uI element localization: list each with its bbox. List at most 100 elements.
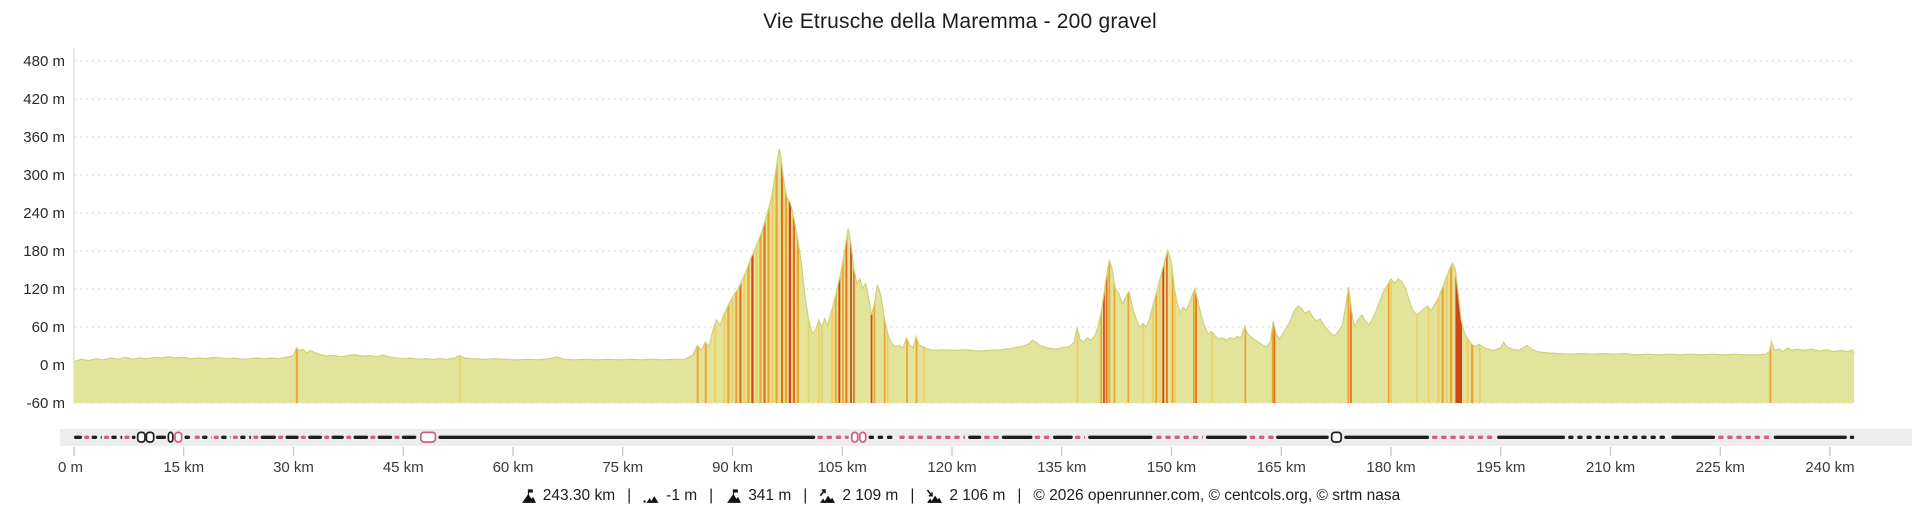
x-axis-label: 225 km bbox=[1696, 459, 1745, 476]
surface-segment bbox=[213, 435, 219, 439]
descent-icon bbox=[927, 489, 943, 503]
gradient-stripe bbox=[915, 149, 918, 403]
gradient-stripe bbox=[731, 149, 734, 403]
gradient-stripe bbox=[1173, 149, 1176, 403]
surface-segment bbox=[968, 435, 982, 439]
surface-segment bbox=[1622, 435, 1629, 439]
gradient-stripe bbox=[1387, 149, 1390, 403]
surface-segment bbox=[817, 435, 823, 439]
x-axis-label: 0 m bbox=[58, 459, 83, 476]
surface-segment bbox=[1736, 435, 1742, 439]
surface-segment bbox=[1084, 435, 1086, 439]
x-axis-label: 180 km bbox=[1366, 459, 1415, 476]
gradient-stripe bbox=[1158, 149, 1161, 403]
gradient-stripe bbox=[755, 149, 758, 403]
x-axis-label: 30 km bbox=[273, 459, 314, 476]
surface-segment bbox=[1183, 435, 1190, 439]
surface-segment bbox=[954, 435, 960, 439]
gradient-stripe bbox=[727, 149, 730, 403]
elevation-line bbox=[73, 148, 1855, 363]
gradient-stripe bbox=[1113, 149, 1116, 403]
surface-segment bbox=[260, 435, 276, 439]
surface-segment bbox=[155, 435, 167, 439]
route-stat: 2 106 m bbox=[926, 487, 1005, 505]
gradient-stripe bbox=[763, 149, 766, 403]
route-stat-value: 341 m bbox=[748, 487, 792, 504]
gradient-stripe bbox=[796, 149, 799, 403]
gradient-stripe bbox=[788, 149, 791, 403]
x-axis-label: 60 km bbox=[493, 459, 534, 476]
surface-segment bbox=[394, 435, 400, 439]
surface-segment bbox=[221, 435, 227, 439]
surface-segment bbox=[438, 435, 816, 439]
gradient-stripe bbox=[1127, 149, 1130, 403]
surface-segment bbox=[826, 435, 832, 439]
surface-segment bbox=[1205, 435, 1247, 439]
gradient-stripe bbox=[767, 149, 770, 403]
surface-segment bbox=[308, 435, 322, 439]
surface-segment bbox=[91, 435, 98, 439]
surface-segment bbox=[240, 435, 246, 439]
gradient-stripe bbox=[1151, 149, 1154, 403]
surface-segment bbox=[1192, 435, 1199, 439]
surface-segment bbox=[124, 435, 130, 439]
gradient-stripe bbox=[883, 149, 886, 403]
gradient-stripe bbox=[792, 149, 795, 403]
gradient-stripe bbox=[1350, 149, 1352, 403]
surface-segment bbox=[1568, 435, 1574, 439]
stat-separator: | bbox=[1017, 487, 1022, 504]
max-elevation-icon bbox=[727, 488, 742, 503]
gradient-stripe bbox=[759, 149, 762, 403]
surface-segment bbox=[1258, 435, 1265, 439]
surface-segment bbox=[331, 435, 344, 439]
surface-segment bbox=[1156, 435, 1162, 439]
gradient-stripe bbox=[735, 149, 738, 403]
ascent-icon bbox=[820, 488, 836, 503]
surface-segment-outline bbox=[174, 431, 183, 443]
x-axis-label: 195 km bbox=[1476, 459, 1525, 476]
surface-segment bbox=[1249, 435, 1256, 439]
surface-segment bbox=[945, 435, 951, 439]
x-axis-label: 90 km bbox=[712, 459, 753, 476]
surface-segment bbox=[1074, 435, 1081, 439]
gradient-stripe bbox=[850, 149, 852, 403]
surface-segment bbox=[353, 435, 369, 439]
gradient-stripe bbox=[1100, 149, 1102, 403]
chart-title: Vie Etrusche della Maremma - 200 gravel bbox=[763, 10, 1157, 33]
surface-segment bbox=[1595, 435, 1601, 439]
surface-segment-outline bbox=[858, 431, 867, 443]
surface-segment bbox=[917, 435, 924, 439]
surface-segment bbox=[111, 435, 117, 439]
gradient-stripe bbox=[784, 149, 788, 403]
surface-segment bbox=[1497, 435, 1566, 439]
surface-segment bbox=[868, 435, 875, 439]
gradient-stripe bbox=[704, 149, 707, 403]
gradient-stripe bbox=[743, 149, 746, 403]
gradient-stripe bbox=[1076, 149, 1079, 403]
gradient-stripe bbox=[1155, 149, 1158, 403]
surface-segment bbox=[835, 435, 842, 439]
surface-segment bbox=[285, 435, 299, 439]
route-stat: 2 109 m bbox=[819, 487, 898, 505]
surface-segment bbox=[1174, 435, 1180, 439]
gradient-stripe bbox=[1271, 149, 1274, 403]
gradient-stripe bbox=[1195, 149, 1197, 403]
surface-segment bbox=[1773, 435, 1847, 439]
surface-segment bbox=[1344, 435, 1430, 439]
surface-segment bbox=[1763, 435, 1770, 439]
gradient-stripe bbox=[739, 149, 742, 403]
y-axis-label: 60 m bbox=[32, 319, 65, 336]
y-axis-label: 240 m bbox=[23, 205, 65, 222]
gradient-stripe bbox=[923, 149, 925, 403]
surface-segment bbox=[1276, 435, 1329, 439]
surface-segment bbox=[104, 435, 110, 439]
gradient-stripe bbox=[747, 149, 750, 403]
gradient-stripe bbox=[1273, 149, 1276, 403]
surface-segment bbox=[377, 435, 393, 439]
elevation-area[interactable] bbox=[74, 149, 1855, 403]
gradient-stripe bbox=[807, 149, 810, 403]
route-stat-value: 243.30 km bbox=[542, 487, 616, 504]
gradient-stripe bbox=[1466, 149, 1469, 403]
